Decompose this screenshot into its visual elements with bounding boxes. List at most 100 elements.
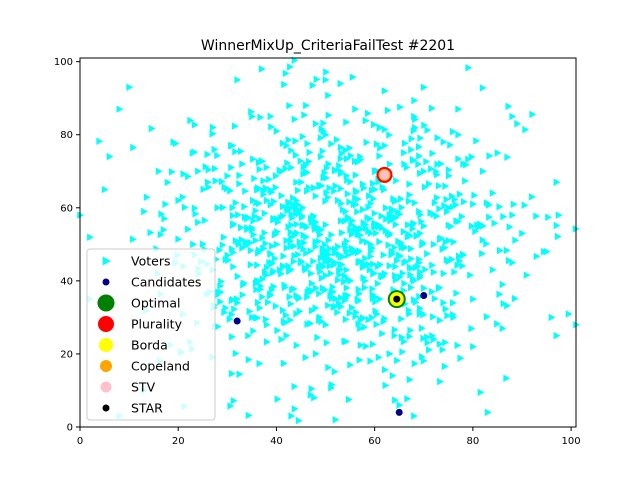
voter-point: [307, 247, 315, 255]
voter-point: [533, 252, 541, 261]
legend-label-stv: STV: [131, 380, 156, 395]
voter-point: [411, 412, 418, 420]
voter-point: [421, 121, 429, 129]
voter-point: [318, 274, 326, 282]
y-tick-label: 0: [67, 423, 73, 434]
voter-point: [341, 217, 349, 225]
voter-point: [219, 203, 227, 212]
voter-point: [249, 313, 256, 322]
voter-point: [279, 306, 287, 315]
voter-point: [249, 224, 256, 232]
voter-point: [361, 323, 369, 331]
legend-marker-copeland: [100, 360, 112, 372]
voter-point: [172, 139, 180, 148]
voter-point: [244, 213, 252, 222]
voter-point: [436, 204, 444, 213]
voter-point: [298, 213, 306, 222]
voter-point: [416, 310, 424, 318]
voter-point: [365, 227, 373, 235]
voter-point: [541, 247, 548, 256]
voter-point: [455, 130, 463, 139]
voter-point: [470, 200, 477, 208]
voter-point: [329, 294, 336, 303]
voter-point: [370, 195, 378, 203]
voter-point: [290, 285, 298, 293]
voter-point: [386, 231, 394, 239]
voter-point: [250, 327, 258, 335]
voter-point: [286, 101, 294, 110]
voter-point: [471, 191, 479, 199]
voter-point: [389, 371, 397, 380]
voter-point: [287, 300, 295, 308]
voter-point: [332, 415, 340, 424]
voter-point: [406, 191, 414, 199]
voter-point: [216, 246, 224, 254]
voter-point: [287, 228, 295, 236]
voter-point: [405, 306, 413, 315]
voter-point: [417, 134, 425, 142]
voter-point: [191, 121, 199, 129]
voter-point: [573, 320, 580, 329]
candidate-point: [395, 408, 403, 416]
voter-point: [441, 362, 449, 371]
voter-point: [491, 219, 499, 228]
voter-point: [220, 233, 228, 242]
legend-marker-voters: [102, 256, 111, 266]
voter-point: [453, 289, 461, 297]
voter-point: [284, 159, 291, 167]
voter-point: [256, 199, 263, 208]
voter-point: [289, 214, 296, 222]
voter-point: [272, 230, 280, 238]
voter-point: [322, 76, 330, 84]
voter-point: [484, 408, 492, 417]
voter-point: [274, 218, 282, 226]
voter-point: [221, 308, 229, 317]
voter-point: [308, 385, 316, 393]
voter-point: [319, 248, 327, 256]
voter-point: [410, 127, 418, 135]
voter-point: [377, 260, 384, 269]
voter-point: [256, 214, 264, 223]
voter-point: [416, 255, 423, 264]
voter-point: [360, 273, 368, 282]
voter-point: [291, 251, 299, 260]
voter-point: [470, 295, 477, 303]
voter-point: [402, 139, 409, 147]
voter-point: [306, 148, 314, 157]
voter-point: [337, 154, 345, 163]
voter-point: [262, 184, 270, 192]
voter-point: [272, 302, 280, 310]
voter-point: [256, 165, 264, 174]
voter-point: [468, 222, 476, 230]
voter-point: [386, 210, 394, 219]
voter-point: [376, 152, 384, 160]
voter-point: [391, 331, 399, 340]
voter-point: [256, 359, 264, 368]
voter-point: [280, 317, 288, 326]
voter-point: [316, 316, 323, 325]
voter-point: [283, 331, 291, 340]
voter-point: [381, 314, 389, 323]
voter-point: [430, 210, 438, 218]
voter-point: [258, 65, 266, 73]
voter-point: [240, 281, 247, 289]
legend-box: [86, 248, 216, 421]
voter-point: [357, 341, 365, 350]
voter-point: [272, 183, 280, 192]
voter-point: [276, 166, 284, 175]
legend-label-star: STAR: [131, 401, 163, 416]
voter-point: [232, 199, 240, 207]
voter-point: [180, 170, 188, 178]
voter-point: [96, 137, 104, 146]
voter-point: [130, 235, 137, 243]
voter-point: [331, 367, 339, 376]
voter-point: [300, 231, 308, 240]
voter-point: [250, 217, 258, 225]
voter-point: [454, 261, 462, 269]
voter-point: [436, 340, 444, 348]
voter-point: [370, 260, 377, 269]
voter-point: [303, 101, 310, 110]
voter-point: [157, 230, 165, 239]
voter-point: [325, 236, 333, 244]
voter-point: [283, 236, 291, 245]
